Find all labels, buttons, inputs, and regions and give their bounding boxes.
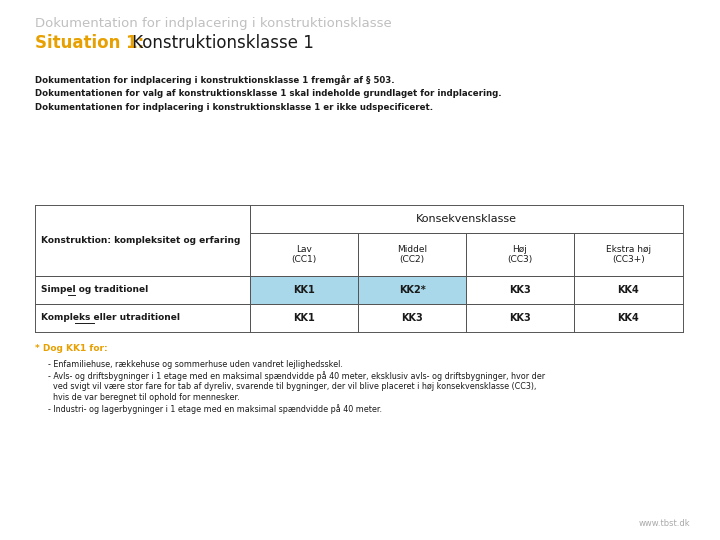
Text: Simpel og traditionel: Simpel og traditionel xyxy=(41,286,148,294)
Text: Konstruktionsklasse 1: Konstruktionsklasse 1 xyxy=(127,34,314,52)
Text: KK1: KK1 xyxy=(293,313,315,323)
Bar xyxy=(250,304,358,332)
Bar xyxy=(358,304,466,332)
Text: * Dog KK1 for:: * Dog KK1 for: xyxy=(35,344,107,353)
Text: Konsekvensklasse: Konsekvensklasse xyxy=(416,214,517,224)
Text: KK3: KK3 xyxy=(509,313,531,323)
Text: - Industri- og lagerbygninger i 1 etage med en maksimal spændvidde på 40 meter.: - Industri- og lagerbygninger i 1 etage … xyxy=(48,404,382,414)
Text: ved svigt vil være stor fare for tab af dyreliv, svarende til bygninger, der vil: ved svigt vil være stor fare for tab af … xyxy=(48,382,536,391)
Text: Høj
(CC3): Høj (CC3) xyxy=(508,245,533,264)
Bar xyxy=(250,205,683,233)
Text: Dokumentation for indplacering i konstruktionsklasse 1 fremgår af § 503.: Dokumentation for indplacering i konstru… xyxy=(35,75,395,85)
Bar xyxy=(250,233,358,276)
Text: KK2*: KK2* xyxy=(399,285,426,295)
Bar xyxy=(466,276,574,304)
Bar xyxy=(466,233,574,276)
Text: Dokumentationen for valg af konstruktionsklasse 1 skal indeholde grundlaget for : Dokumentationen for valg af konstruktion… xyxy=(35,89,502,98)
Bar xyxy=(250,276,358,304)
Bar xyxy=(574,276,683,304)
Text: Dokumentationen for indplacering i konstruktionsklasse 1 er ikke udspecificeret.: Dokumentationen for indplacering i konst… xyxy=(35,103,433,112)
Text: KK1: KK1 xyxy=(293,285,315,295)
Bar xyxy=(358,276,466,304)
Bar xyxy=(35,205,250,276)
Bar xyxy=(358,233,466,276)
Text: www.tbst.dk: www.tbst.dk xyxy=(639,519,690,528)
Text: Kompleks eller utraditionel: Kompleks eller utraditionel xyxy=(41,314,180,322)
Bar xyxy=(574,233,683,276)
Bar xyxy=(466,304,574,332)
Text: hvis de var beregnet til ophold for mennesker.: hvis de var beregnet til ophold for menn… xyxy=(48,393,240,402)
Text: Dokumentation for indplacering i konstruktionsklasse: Dokumentation for indplacering i konstru… xyxy=(35,17,392,30)
Text: KK4: KK4 xyxy=(618,313,639,323)
Text: KK3: KK3 xyxy=(401,313,423,323)
Bar xyxy=(574,304,683,332)
Text: Konstruktion: kompleksitet og erfaring: Konstruktion: kompleksitet og erfaring xyxy=(41,236,240,245)
Text: Ekstra høj
(CC3+): Ekstra høj (CC3+) xyxy=(606,245,651,264)
Text: Situation 1:: Situation 1: xyxy=(35,34,144,52)
Text: KK3: KK3 xyxy=(509,285,531,295)
Bar xyxy=(35,304,250,332)
Bar xyxy=(35,276,250,304)
Text: - Avls- og driftsbygninger i 1 etage med en maksimal spændvidde på 40 meter, eks: - Avls- og driftsbygninger i 1 etage med… xyxy=(48,371,545,381)
Text: Lav
(CC1): Lav (CC1) xyxy=(292,245,317,264)
Text: - Enfamiliehuse, rækkehuse og sommerhuse uden vandret lejlighedsskel.: - Enfamiliehuse, rækkehuse og sommerhuse… xyxy=(48,360,343,369)
Text: Middel
(CC2): Middel (CC2) xyxy=(397,245,427,264)
Text: KK4: KK4 xyxy=(618,285,639,295)
